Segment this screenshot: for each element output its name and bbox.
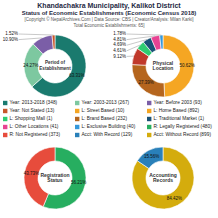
legend-swatch xyxy=(3,109,7,113)
leader-line xyxy=(127,56,134,57)
data-label: 9.12% xyxy=(113,54,126,59)
legend-item: R: Not Registered (373) xyxy=(3,132,60,137)
donut-title: AccountingRecords xyxy=(149,172,177,184)
data-label: 27.39% xyxy=(138,80,153,85)
legend-label: L: Other Locations (41) xyxy=(9,124,58,129)
legend-swatch xyxy=(3,133,7,137)
legend-label: Year: 2003-2013 (267) xyxy=(81,100,129,105)
legend-item: L: Traditional Market (1) xyxy=(147,116,204,121)
leader-line xyxy=(127,39,147,45)
donut-title-line: Location xyxy=(153,65,174,71)
title: Status of Economic Establishments (Econo… xyxy=(22,10,197,16)
legend-item: Year: Before 2003 (93) xyxy=(147,100,202,105)
subtitle: [Copyright © NepalArchives.Com | Data So… xyxy=(24,16,193,22)
data-label: 4.61% xyxy=(113,48,126,53)
legend-swatch xyxy=(147,125,151,129)
data-label: 4.81% xyxy=(113,37,126,42)
legend-swatch xyxy=(147,101,151,105)
data-label: 24.27% xyxy=(23,63,38,68)
donut-title: Period ofEstablishment xyxy=(39,60,71,71)
leader-line xyxy=(127,45,140,51)
chart-root: Khandachakra Municipality, Kalikot Distr… xyxy=(0,0,218,218)
donut-chart: AccountingRecords xyxy=(132,147,194,209)
donut-chart: PhysicalLocation xyxy=(127,34,194,97)
legend-label: Acct: Without Record (899) xyxy=(153,132,211,137)
legend-label: L: Traditional Market (1) xyxy=(153,116,204,121)
leader-line xyxy=(127,34,162,35)
legend-label: L: Exclusive Building (40) xyxy=(81,124,135,129)
legend-swatch xyxy=(75,125,79,129)
legend-label: Year: Before 2003 (93) xyxy=(153,100,202,105)
donut-title-line: Status xyxy=(47,177,63,183)
legend-swatch xyxy=(75,109,79,113)
data-label: 4.69% xyxy=(113,42,126,47)
legend-item: R: Legally Registered (480) xyxy=(147,124,212,129)
legend-item: L: Exclusive Building (40) xyxy=(75,124,136,129)
legend-label: L: Home Based (892) xyxy=(153,108,199,113)
legend-item: Acct: With Record (129) xyxy=(75,132,133,137)
legend-item: Year: Not Stated (13) xyxy=(3,108,55,113)
title: Khandachakra Municipality, Kalikot Distr… xyxy=(37,2,181,10)
leader-line xyxy=(19,38,42,40)
legend-swatch xyxy=(3,101,7,105)
data-label: 1.52% xyxy=(5,31,18,36)
legend: Year: 2013-2018 (348) Year: 2003-2013 (26… xyxy=(3,100,212,137)
legend-swatch xyxy=(147,133,151,137)
donut-slice xyxy=(137,147,163,168)
donut-slice xyxy=(32,35,86,97)
legend-item: L: Shopping Mall (1) xyxy=(3,116,53,121)
data-label: 56.21% xyxy=(71,180,86,185)
donut-title: PhysicalLocation xyxy=(153,60,174,72)
donut-chart: RegistrationStatus xyxy=(24,147,86,209)
legend-item: L: Street Based (10) xyxy=(75,108,125,113)
legend-swatch xyxy=(75,117,79,121)
legend-label: R: Not Registered (373) xyxy=(9,132,60,137)
leader-line xyxy=(127,36,155,40)
data-label: 1.78% xyxy=(113,31,126,36)
data-label: 15.56% xyxy=(144,154,159,159)
legend-swatch xyxy=(147,117,151,121)
donut-slice xyxy=(52,35,55,49)
data-label: 43.73% xyxy=(24,171,39,176)
donut-slice xyxy=(132,147,194,209)
data-label: 63.31% xyxy=(69,73,84,78)
legend-item: L: Brand Based (232) xyxy=(75,116,127,121)
legend-label: L: Brand Based (232) xyxy=(81,116,127,121)
leader-line xyxy=(19,34,54,35)
legend-label: L: Shopping Mall (1) xyxy=(9,116,52,121)
legend-label: Year: 2013-2018 (348) xyxy=(9,100,57,105)
donut-title-line: Period of xyxy=(45,60,65,65)
legend-swatch xyxy=(3,125,7,129)
legend-swatch xyxy=(3,117,7,121)
donut-title-line: Records xyxy=(153,177,173,183)
legend-item: Acct: Without Record (899) xyxy=(147,132,211,137)
legend-label: L: Street Based (10) xyxy=(81,108,124,113)
donut-slice xyxy=(160,35,163,49)
donut-title-line: Establishment xyxy=(39,66,71,71)
legend-item: L: Home Based (892) xyxy=(147,108,199,113)
legend-item: L: Other Locations (41) xyxy=(3,124,59,129)
legend-swatch xyxy=(75,101,79,105)
legend-swatch xyxy=(75,133,79,137)
data-label: 10.90% xyxy=(3,37,18,42)
legend-item: Year: 2013-2018 (348) xyxy=(3,100,58,105)
legend-label: R: Legally Registered (480) xyxy=(153,124,212,129)
legend-label: Acct: With Record (129) xyxy=(81,132,132,137)
legend-swatch xyxy=(147,109,151,113)
legend-item: Year: 2003-2013 (267) xyxy=(75,100,130,105)
data-label: 84.42% xyxy=(167,196,182,201)
donut-chart: Period ofEstablishment xyxy=(19,34,86,97)
subtitle: Total Economic Establishments: 65] xyxy=(73,23,144,28)
donut-slice xyxy=(33,35,53,54)
legend-label: Year: Not Stated (13) xyxy=(9,108,54,113)
data-label: 50.62% xyxy=(179,63,194,68)
donut-title: RegistrationStatus xyxy=(40,172,69,184)
